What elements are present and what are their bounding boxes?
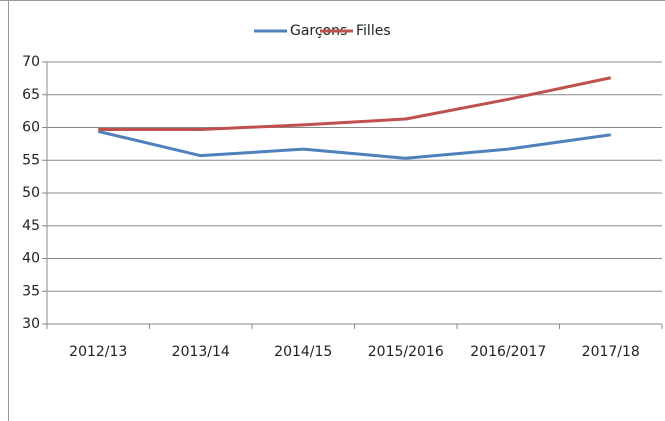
x-tick-label: 2017/18	[582, 344, 640, 360]
x-tick-label: 2012/13	[69, 344, 127, 360]
x-tick-label: 2013/14	[172, 344, 230, 360]
y-tick-label: 50	[22, 185, 40, 201]
x-tick-label: 2016/2017	[470, 344, 546, 360]
x-tick-label: 2014/15	[274, 344, 332, 360]
data-line	[98, 76, 612, 131]
y-tick-label: 55	[22, 152, 40, 168]
y-tick-label: 70	[22, 54, 40, 70]
y-tick-label: 65	[22, 87, 40, 103]
y-tick-label: 30	[22, 316, 40, 332]
y-tick-label: 40	[22, 251, 40, 267]
y-tick-label: 60	[22, 120, 40, 136]
y-tick-label: 35	[22, 283, 40, 299]
legend-label: Filles	[356, 23, 391, 39]
data-line	[97, 129, 611, 160]
y-tick-label: 45	[22, 218, 40, 234]
x-tick-label: 2015/2016	[368, 344, 444, 360]
legend-label: Garçons	[290, 23, 347, 39]
